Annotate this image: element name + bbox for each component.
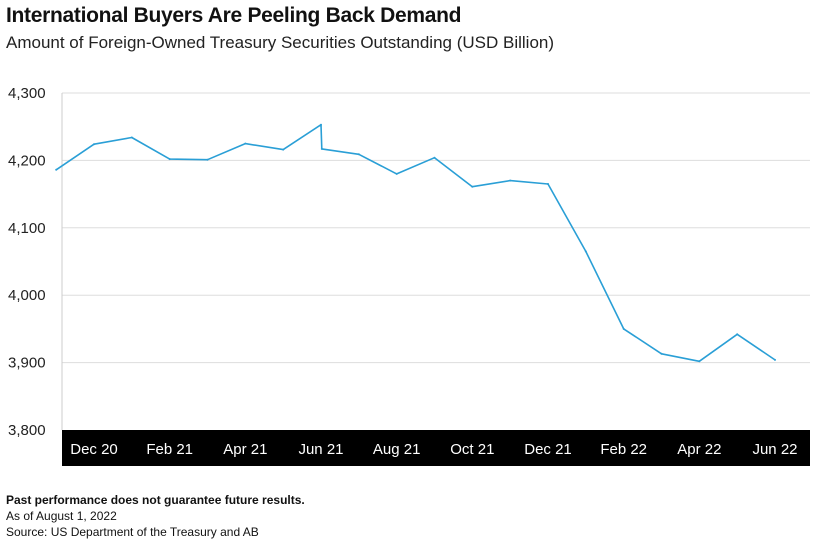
x-axis-band (62, 430, 810, 466)
data-point (736, 333, 739, 336)
x-tick-label: Apr 22 (677, 441, 721, 458)
data-point (320, 123, 322, 126)
data-point (244, 142, 247, 145)
data-point (93, 143, 95, 146)
data-point (622, 327, 625, 330)
data-point (320, 147, 323, 150)
y-tick-label: 3,900 (8, 355, 46, 372)
data-point (168, 158, 171, 161)
x-tick-label: Feb 22 (600, 441, 647, 458)
data-point (698, 360, 701, 363)
source-note: Source: US Department of the Treasury an… (6, 525, 259, 539)
y-tick-label: 4,000 (8, 287, 46, 304)
chart-title: International Buyers Are Peeling Back De… (6, 4, 462, 27)
as-of-date: As of August 1, 2022 (6, 509, 117, 523)
x-tick-label: Dec 21 (524, 441, 572, 458)
line-chart: 3,800 3,900 4,000 4,100 4,200 4,300 Dec 20 Feb … (8, 85, 810, 466)
data-point (55, 168, 58, 171)
data-point (433, 156, 436, 159)
data-point (282, 148, 285, 151)
x-tick-label: Feb 21 (146, 441, 193, 458)
data-point (395, 172, 398, 175)
y-tick-label: 4,300 (8, 85, 46, 102)
x-tick-label: Aug 21 (373, 441, 421, 458)
disclaimer-text: Past performance does not guarantee futu… (6, 493, 305, 507)
data-point (547, 183, 549, 185)
x-tick-label: Oct 21 (450, 441, 494, 458)
chart-subtitle: Amount of Foreign-Owned Treasury Securit… (6, 33, 555, 52)
y-tick-label: 3,800 (8, 422, 46, 439)
x-tick-label: Jun 22 (752, 441, 797, 458)
x-tick-label: Apr 21 (223, 441, 267, 458)
data-point (130, 136, 133, 139)
y-tick-label: 4,100 (8, 220, 46, 237)
y-tick-label: 4,200 (8, 152, 46, 169)
data-point (471, 185, 474, 188)
x-tick-label: Jun 21 (298, 441, 343, 458)
data-point (357, 153, 360, 156)
x-tick-label: Dec 20 (70, 441, 118, 458)
data-point (774, 358, 776, 361)
data-point (206, 158, 209, 161)
data-point (660, 352, 663, 355)
chart-footer: Past performance does not guarantee futu… (6, 492, 305, 540)
data-point (509, 179, 512, 182)
data-point (584, 250, 587, 253)
